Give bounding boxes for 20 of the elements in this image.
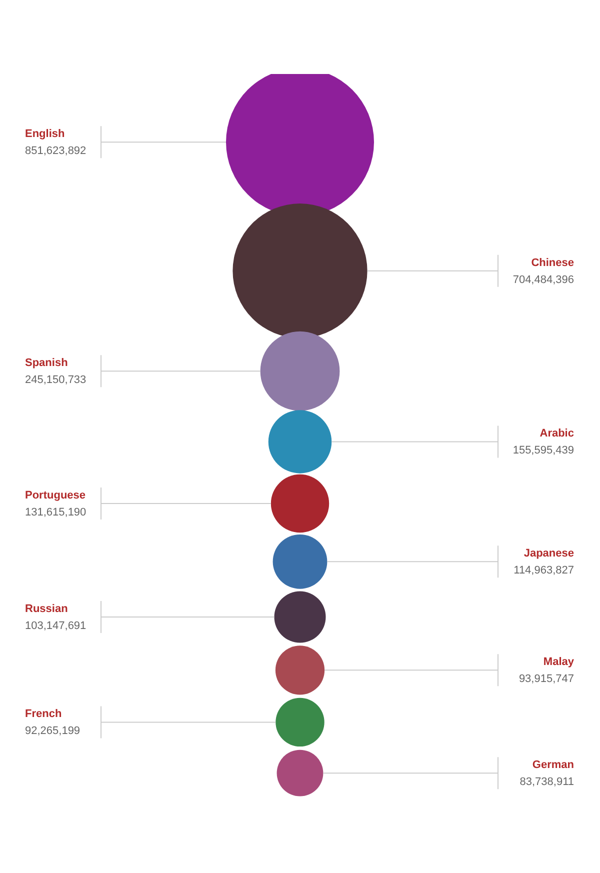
data-label: 131,615,190: [25, 506, 86, 519]
category-label: French: [25, 708, 62, 720]
category-label: Arabic: [540, 428, 574, 440]
data-label: 851,623,892: [25, 145, 86, 158]
data-label: 93,915,747: [518, 673, 574, 686]
category-label: Portuguese: [25, 490, 86, 502]
category-label: Chinese: [531, 256, 574, 269]
category-label: Malay: [543, 656, 575, 668]
data-label: 92,265,199: [25, 725, 80, 738]
category-label: Russian: [25, 603, 68, 616]
category-label: Spanish: [25, 357, 68, 370]
data-label: 155,595,439: [512, 444, 574, 457]
data-label: 704,484,396: [512, 274, 574, 286]
category-label: English: [25, 128, 66, 140]
category-label: German: [532, 759, 574, 772]
data-label: 114,963,827: [514, 564, 574, 577]
data-label: 83,738,911: [520, 776, 574, 788]
data-label: 245,150,733: [25, 374, 86, 386]
data-label: 103,147,691: [25, 620, 86, 632]
category-label: Japanese: [524, 548, 574, 560]
